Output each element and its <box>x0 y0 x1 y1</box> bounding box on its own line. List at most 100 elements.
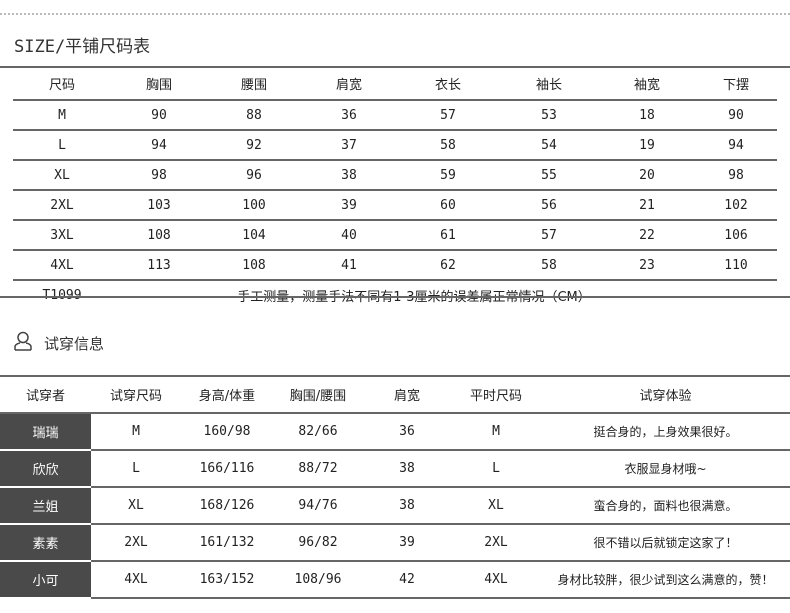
table-cell: 4XL <box>13 250 111 281</box>
table-row: 欣欣 L 166/116 88/72 38 L 衣服显身材哦~ <box>0 450 790 488</box>
column-header: 衣长 <box>397 68 499 101</box>
table-cell: 108/96 <box>273 561 363 599</box>
table-row: L 94 92 37 58 54 19 94 <box>13 130 777 161</box>
table-cell: 92 <box>207 130 301 161</box>
table-cell: 161/132 <box>181 524 273 562</box>
table-cell: 2XL <box>451 524 541 562</box>
table-cell: 60 <box>397 190 499 221</box>
column-header: 试穿体验 <box>541 377 790 414</box>
table-cell: 55 <box>499 160 599 191</box>
table-cell: 2XL <box>13 190 111 221</box>
table-cell: 58 <box>499 250 599 281</box>
table-cell: 94 <box>695 130 777 161</box>
product-code: T1099 <box>42 287 82 303</box>
table-cell: 96 <box>207 160 301 191</box>
table-cell: 4XL <box>91 561 181 599</box>
table-cell: M <box>451 413 541 451</box>
table-cell: L <box>451 450 541 488</box>
table-cell: 3XL <box>13 220 111 251</box>
table-row: 小可 4XL 163/152 108/96 42 4XL 身材比较胖，很少试到这么满意的，赞… <box>0 561 790 599</box>
table-cell: M <box>91 413 181 451</box>
table-cell: 108 <box>207 250 301 281</box>
column-header: 袖长 <box>499 68 599 101</box>
table-cell: 39 <box>363 524 451 562</box>
fit-comment: 衣服显身材哦~ <box>541 450 790 488</box>
table-cell: 163/152 <box>181 561 273 599</box>
table-cell: 36 <box>301 100 397 131</box>
table-cell: 88/72 <box>273 450 363 488</box>
table-cell: XL <box>91 487 181 525</box>
tester-name: 兰姐 <box>0 487 91 525</box>
table-cell: 82/66 <box>273 413 363 451</box>
table-cell: 96/82 <box>273 524 363 562</box>
table-cell: 58 <box>397 130 499 161</box>
table-cell: 160/98 <box>181 413 273 451</box>
table-cell: 20 <box>599 160 695 191</box>
table-cell: 56 <box>499 190 599 221</box>
fit-comment: 挺合身的，上身效果很好。 <box>541 413 790 451</box>
column-header: 尺码 <box>13 68 111 101</box>
table-cell: 19 <box>599 130 695 161</box>
table-cell: 4XL <box>451 561 541 599</box>
table-cell: 54 <box>499 130 599 161</box>
measurement-note: 手工测量，测量手法不同有1-3厘米的误差属正常情况（CM） <box>237 289 591 305</box>
table-cell: 21 <box>599 190 695 221</box>
column-header: 试穿者 <box>0 377 91 414</box>
table-row: XL 98 96 38 59 55 20 98 <box>13 160 777 191</box>
table-cell: 88 <box>207 100 301 131</box>
table-cell: 168/126 <box>181 487 273 525</box>
size-chart-table: 尺码 胸围 腰围 肩宽 衣长 袖长 袖宽 下摆 M 90 88 36 57 53 18 90 L 94 92 37 58… <box>13 68 777 309</box>
column-header: 胸围 <box>111 68 207 101</box>
table-cell: 102 <box>695 190 777 221</box>
table-cell: 90 <box>695 100 777 131</box>
fit-table-top-border <box>0 375 790 377</box>
header-row: 试穿者 试穿尺码 身高/体重 胸围/腰围 肩宽 平时尺码 试穿体验 <box>0 377 790 414</box>
table-cell: 42 <box>363 561 451 599</box>
table-cell: XL <box>13 160 111 191</box>
column-header: 袖宽 <box>599 68 695 101</box>
column-header: 平时尺码 <box>451 377 541 414</box>
table-row: 4XL 113 108 41 62 58 23 110 <box>13 250 777 281</box>
table-cell: 62 <box>397 250 499 281</box>
table-cell: 94/76 <box>273 487 363 525</box>
table-row: 素素 2XL 161/132 96/82 39 2XL 很不错以后就锁定这家了！ <box>0 524 790 562</box>
table-top-border <box>0 66 790 68</box>
table-cell: 90 <box>111 100 207 131</box>
fit-comment: 很不错以后就锁定这家了！ <box>541 524 790 562</box>
tester-name: 欣欣 <box>0 450 91 488</box>
column-header: 胸围/腰围 <box>273 377 363 414</box>
table-row: M 90 88 36 57 53 18 90 <box>13 100 777 131</box>
table-row: 兰姐 XL 168/126 94/76 38 XL 蛮合身的，面料也很满意。 <box>0 487 790 525</box>
table-cell: M <box>13 100 111 131</box>
table-cell: 53 <box>499 100 599 131</box>
table-row: 2XL 103 100 39 60 56 21 102 <box>13 190 777 221</box>
table-cell: 59 <box>397 160 499 191</box>
table-cell: XL <box>451 487 541 525</box>
fit-comment: 蛮合身的，面料也很满意。 <box>541 487 790 525</box>
table-cell: 94 <box>111 130 207 161</box>
table-bottom-border <box>0 296 790 298</box>
column-header: 下摆 <box>695 68 777 101</box>
tester-name: 素素 <box>0 524 91 562</box>
column-header: 身高/体重 <box>181 377 273 414</box>
table-cell: 38 <box>301 160 397 191</box>
fit-comment: 身材比较胖，很少试到这么满意的，赞！ <box>541 561 790 599</box>
tester-name: 瑞瑞 <box>0 413 91 451</box>
dotted-divider <box>0 13 790 15</box>
size-chart-title: SIZE/平铺尺码表 <box>14 37 151 57</box>
column-header: 腰围 <box>207 68 301 101</box>
table-cell: 36 <box>363 413 451 451</box>
tester-name: 小可 <box>0 561 91 599</box>
table-cell: 57 <box>397 100 499 131</box>
table-cell: 41 <box>301 250 397 281</box>
table-cell: L <box>91 450 181 488</box>
user-icon <box>12 331 34 355</box>
table-cell: 23 <box>599 250 695 281</box>
table-cell: 61 <box>397 220 499 251</box>
column-header: 肩宽 <box>363 377 451 414</box>
table-cell: 110 <box>695 250 777 281</box>
table-cell: 166/116 <box>181 450 273 488</box>
table-cell: 37 <box>301 130 397 161</box>
table-cell: 18 <box>599 100 695 131</box>
table-cell: 39 <box>301 190 397 221</box>
